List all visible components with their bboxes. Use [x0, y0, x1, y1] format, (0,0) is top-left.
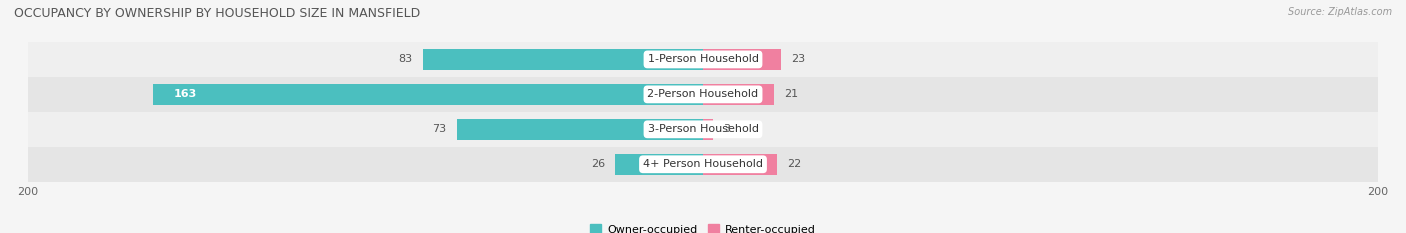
Text: 3-Person Household: 3-Person Household	[648, 124, 758, 134]
Bar	[153, 84, 703, 105]
Text: 83: 83	[399, 55, 413, 64]
Bar	[28, 112, 1378, 147]
Text: 163: 163	[173, 89, 197, 99]
Legend: Owner-occupied, Renter-occupied: Owner-occupied, Renter-occupied	[586, 220, 820, 233]
Text: 3: 3	[723, 124, 730, 134]
Bar	[703, 154, 778, 175]
Bar	[423, 49, 703, 70]
Text: 22: 22	[787, 159, 801, 169]
Text: 23: 23	[790, 55, 804, 64]
Bar	[703, 49, 780, 70]
Bar	[703, 84, 773, 105]
Text: OCCUPANCY BY OWNERSHIP BY HOUSEHOLD SIZE IN MANSFIELD: OCCUPANCY BY OWNERSHIP BY HOUSEHOLD SIZE…	[14, 7, 420, 20]
Text: 2-Person Household: 2-Person Household	[647, 89, 759, 99]
Bar	[616, 154, 703, 175]
Bar	[457, 119, 703, 140]
Text: 73: 73	[433, 124, 447, 134]
Text: 21: 21	[785, 89, 799, 99]
Bar	[703, 119, 713, 140]
Bar	[28, 42, 1378, 77]
Bar	[28, 77, 1378, 112]
Text: 26: 26	[591, 159, 605, 169]
Text: 4+ Person Household: 4+ Person Household	[643, 159, 763, 169]
Text: 1-Person Household: 1-Person Household	[648, 55, 758, 64]
Bar	[28, 147, 1378, 182]
Text: Source: ZipAtlas.com: Source: ZipAtlas.com	[1288, 7, 1392, 17]
